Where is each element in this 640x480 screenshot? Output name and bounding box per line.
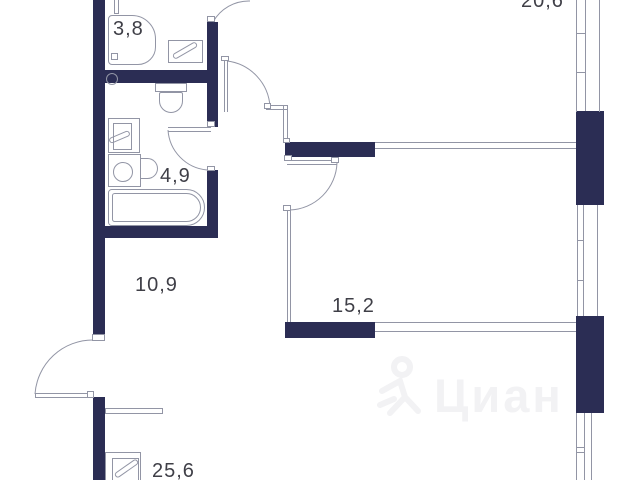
partition-stub-top: [114, 13, 119, 14]
bathtub-inner: [112, 193, 201, 222]
door-leaf-4-9: [168, 131, 211, 132]
partition-20-6-15-2: [375, 142, 576, 143]
toilet-bowl: [159, 92, 183, 113]
door-leaf-4-9: [168, 127, 211, 128]
window-top-tick: [576, 33, 586, 34]
hinge-mark: [207, 166, 215, 171]
hinge-mark: [207, 16, 215, 22]
door-leaf-15-2: [287, 160, 337, 161]
partition-stub-top: [114, 0, 115, 13]
window-bottom-line: [584, 413, 585, 480]
hinge-mark: [331, 157, 339, 163]
wall-bottom-of-4-9: [93, 226, 218, 238]
door-arc-top-hall: [212, 0, 251, 23]
sink-4-9-outer: [108, 118, 140, 153]
door-leaf-entry: [35, 397, 93, 398]
wall-left-upper: [93, 0, 105, 340]
window-mid-line: [583, 205, 584, 316]
thin-wall-15-2: [290, 210, 291, 322]
pier-right-lower: [576, 316, 604, 413]
door-arc-hallway: [226, 60, 271, 108]
washbasin-3-8: [168, 40, 203, 63]
partition-20-6-15-2: [375, 148, 576, 149]
partition-stub-top: [118, 0, 119, 13]
room-label-10-9: 10,9: [135, 274, 178, 296]
hall-jamb-line: [266, 105, 287, 106]
window-mid-line: [577, 205, 578, 316]
room-label-15-2: 15,2: [332, 295, 375, 317]
thin-wall-15-2: [287, 210, 288, 322]
room-label-20-6: 20,6: [521, 0, 564, 12]
cian-watermark: Циан: [372, 355, 564, 419]
door-arc-15-2: [289, 162, 338, 211]
window-top-tick: [576, 72, 586, 73]
window-mid-tick: [577, 280, 584, 281]
window-bottom-tick: [576, 447, 585, 448]
shower-tray: [108, 15, 156, 65]
room-label-4-9: 4,9: [160, 165, 191, 187]
cian-mascot-icon: [377, 356, 421, 416]
wall-right-of-4-9: [207, 170, 218, 228]
hinge-mark: [221, 56, 229, 61]
cian-watermark-text: Циан: [434, 369, 564, 422]
window-bottom-line: [591, 413, 592, 480]
window-top-line: [585, 0, 586, 111]
hinge-mark: [87, 391, 94, 398]
door-leaf-hall: [224, 60, 225, 112]
bathtub-outer: [108, 189, 205, 226]
wall-divider-3-8-4-9: [105, 70, 218, 83]
hinge-mark: [92, 334, 105, 341]
hinge-mark: [283, 205, 291, 211]
pipe-shaft-circle: [106, 73, 118, 85]
washer-door-bump: [141, 158, 158, 179]
wall-bottom-of-15-2: [285, 322, 375, 338]
door-leaf-entry: [35, 393, 93, 394]
window-top-line: [599, 0, 600, 112]
door-arc-entry: [34, 339, 94, 395]
hall-jamb-line: [287, 105, 288, 143]
sink-25-6-inner: [112, 458, 139, 480]
window-top-line: [576, 0, 577, 112]
hinge-mark: [264, 103, 271, 109]
door-leaf-entry: [35, 393, 36, 398]
shower-drain: [111, 53, 118, 60]
wall-top-of-15-2: [285, 142, 375, 157]
door-leaf-hall: [227, 60, 228, 112]
hall-jamb-line: [266, 109, 287, 110]
window-bottom-tick: [576, 452, 585, 453]
washer-drum-circle: [113, 162, 133, 182]
pier-right-upper: [576, 111, 604, 205]
window-bottom-line: [576, 413, 577, 480]
sink-4-9-inner: [113, 123, 132, 150]
toilet-tank: [155, 83, 187, 92]
window-mid-line: [597, 205, 598, 316]
door-arc-4-9: [167, 129, 208, 171]
sink-25-6-outer: [105, 452, 141, 480]
wall-left-lower: [93, 397, 105, 480]
room-label-25-6: 25,6: [152, 460, 195, 480]
hinge-mark: [284, 155, 292, 161]
window-mid-tick: [577, 240, 584, 241]
counter-25-6: [105, 408, 163, 414]
partition-15-2-25-6: [375, 322, 576, 323]
door-leaf-15-2: [287, 164, 337, 165]
room-label-3-8: 3,8: [113, 18, 144, 40]
partition-15-2-25-6: [375, 331, 576, 332]
wall-right-of-3-8: [207, 22, 218, 127]
hall-jamb-line: [283, 105, 284, 143]
hinge-mark: [283, 138, 290, 143]
washer-4-9: [108, 154, 141, 187]
hinge-mark: [207, 121, 215, 127]
